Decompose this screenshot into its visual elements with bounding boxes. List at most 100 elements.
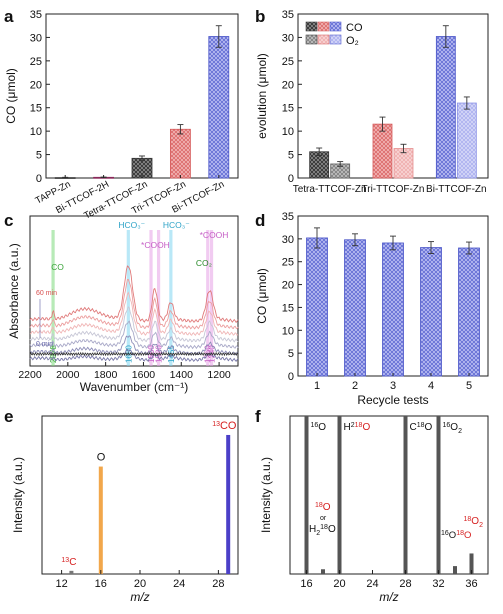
panel-d-bar-4 <box>458 247 480 377</box>
panel-f-xtick-label-2: 24 <box>366 578 378 590</box>
panel-b-ytick-label-6: 30 <box>282 32 294 44</box>
panel-b-bar-2-1 <box>456 102 477 179</box>
panel-d-ytick-label-0: 0 <box>288 371 294 383</box>
panel-f-xlabel: m/z <box>379 590 398 604</box>
panel-d-xlabel: Recycle tests <box>357 393 428 407</box>
panel-f-label-o32-el: O <box>450 422 458 433</box>
panel-a-ylabel: CO (μmol) <box>4 68 18 124</box>
panel-f-label-co18-sup: 18 <box>417 422 425 429</box>
panel-b-legend-swatch-red-1 <box>317 34 330 45</box>
panel-f-label-o34-el1: O <box>449 530 456 541</box>
panel-f-label-h2o18-sup: 18 <box>355 422 363 429</box>
panel-f-label-h2o-el: O <box>328 524 336 535</box>
panel-c-annotation-co: CO <box>51 262 64 272</box>
panel-c-band-label-3: 1520 <box>155 345 164 363</box>
panel-f-label-or: or <box>320 515 327 522</box>
panel-e-xlabel: m/z <box>130 590 149 604</box>
panel-b-legend-label-0: CO <box>346 22 363 34</box>
panel-e-peak-1 <box>98 466 103 574</box>
panel-e-peak-label-13co-el: CO <box>220 420 237 432</box>
panel-letter-e: e <box>4 407 13 426</box>
panel-f-label-o18-el: O <box>323 502 331 513</box>
panel-f-peak-5 <box>453 566 457 574</box>
panel-c-annotation-hco3-a: HCO₃⁻ <box>118 220 145 230</box>
panel-a-bar-4 <box>208 36 230 179</box>
panel-c-spectrum-0 <box>29 265 239 324</box>
panel-c-spectrum-5 <box>29 335 239 356</box>
panel-c-xtick-label-3: 1600 <box>132 369 156 381</box>
panel-c-spectrum-1 <box>29 278 239 330</box>
panel-letter-b: b <box>255 7 265 26</box>
panel-c-xlabel: Wavenumber (cm⁻¹) <box>80 380 189 394</box>
panel-f-peak-4 <box>436 416 441 574</box>
panel-f-label-o32-sup: 16 <box>443 422 451 429</box>
panel-d-xtick-label-0: 1 <box>314 380 320 392</box>
panel-e-peak-label-13co-sup: 13 <box>212 421 220 428</box>
panel-f-label-16o-el: O <box>318 422 326 433</box>
panel-c-xtick-label-0: 2200 <box>18 369 42 381</box>
panel-f-label-h2o: H218O <box>309 524 336 537</box>
panel-b-bar-2-0 <box>435 36 456 179</box>
panel-d-ytick-label-4: 20 <box>282 280 294 292</box>
panel-f-label-h2o18-sub: 2 <box>351 422 355 429</box>
panel-b-plot-frame <box>297 13 489 179</box>
panel-e-ylabel: Intensity (a.u.) <box>11 457 25 533</box>
panel-f-label-o32-sub: 2 <box>458 428 462 435</box>
panel-d-bar-3 <box>420 247 442 377</box>
panel-c-annotation-0min: 0 min <box>36 341 53 348</box>
panel-d-xtick-label-3: 4 <box>428 380 434 392</box>
panel-f-xtick-label-1: 20 <box>333 578 345 590</box>
panel-d-ytick-label-7: 35 <box>282 211 294 223</box>
panel-f-peak-2 <box>337 416 342 574</box>
panel-f-label-o36-sub: 2 <box>479 522 483 529</box>
panel-f-label-h2o-sup: 18 <box>320 524 328 531</box>
panel-c-ylabel: Absorbance (a.u.) <box>7 243 21 338</box>
panel-a-ytick-label-5: 25 <box>30 56 42 68</box>
panel-c-xtick-label-1: 2000 <box>56 369 80 381</box>
panel-c-xtick-label-5: 1200 <box>207 369 231 381</box>
panel-f-label-o18: 18O <box>315 502 331 513</box>
panel-letter-d: d <box>255 211 265 230</box>
panel-b-legend-swatch-blue-1 <box>329 34 342 45</box>
panel-d-bar-1 <box>344 239 366 377</box>
panel-f-plot-frame <box>289 415 489 575</box>
panel-b-ylabel: evolution (μmol) <box>255 53 269 139</box>
panel-b-ytick-label-4: 20 <box>282 79 294 91</box>
panel-b-xtick-label-2: Bi-TTCOF-Zn <box>426 184 487 195</box>
panel-c-band-5 <box>206 230 210 366</box>
panel-a-ytick-label-6: 30 <box>30 32 42 44</box>
panel-c-annotation-cooh-a: *COOH <box>141 240 170 250</box>
panel-f-label-h2o-sub: 2 <box>316 530 320 537</box>
panel-b-ytick-label-1: 5 <box>288 150 294 162</box>
panel-letter-c: c <box>4 211 13 230</box>
panel-e-peak-2 <box>226 434 231 574</box>
panel-a-ytick-label-2: 10 <box>30 126 42 138</box>
panel-d-xtick-label-2: 3 <box>390 380 396 392</box>
panel-e-xtick-label-2: 20 <box>134 578 146 590</box>
panel-b-legend-swatch-blue-0 <box>329 21 342 32</box>
panel-c-plot-frame <box>29 215 239 367</box>
panel-f-label-h2o-pre: H <box>309 524 316 535</box>
panel-d-bar-2 <box>382 242 404 377</box>
panel-d-bar-0 <box>306 237 328 377</box>
panel-b-legend-swatch-dark-0 <box>305 21 318 32</box>
panel-f-ylabel: Intensity (a.u.) <box>259 457 273 533</box>
panel-b-ytick-label-3: 15 <box>282 103 294 115</box>
panel-f-xtick-label-3: 28 <box>399 578 411 590</box>
panel-d-xtick-label-1: 2 <box>352 380 358 392</box>
panel-c-band-1 <box>126 230 130 366</box>
panel-f-label-co18-pre: C <box>410 422 417 433</box>
panel-f-label-o32: 16O2 <box>443 422 463 435</box>
panel-e-peak-label-13co: 13CO <box>212 420 237 432</box>
panel-a-ytick-label-7: 35 <box>30 9 42 21</box>
panel-c-spectrum-3 <box>29 306 239 343</box>
panel-f-xtick-label-0: 16 <box>300 578 312 590</box>
panel-c-band-2 <box>149 230 153 366</box>
panel-e-peak-label-o: O <box>97 452 106 464</box>
panel-e-xtick-label-3: 24 <box>173 578 185 590</box>
panel-b-xtick-label-0: Tetra-TTCOF-Zn <box>293 184 367 195</box>
panel-e-peak-0 <box>69 570 74 574</box>
panel-f-label-16o-sup: 16 <box>311 422 319 429</box>
